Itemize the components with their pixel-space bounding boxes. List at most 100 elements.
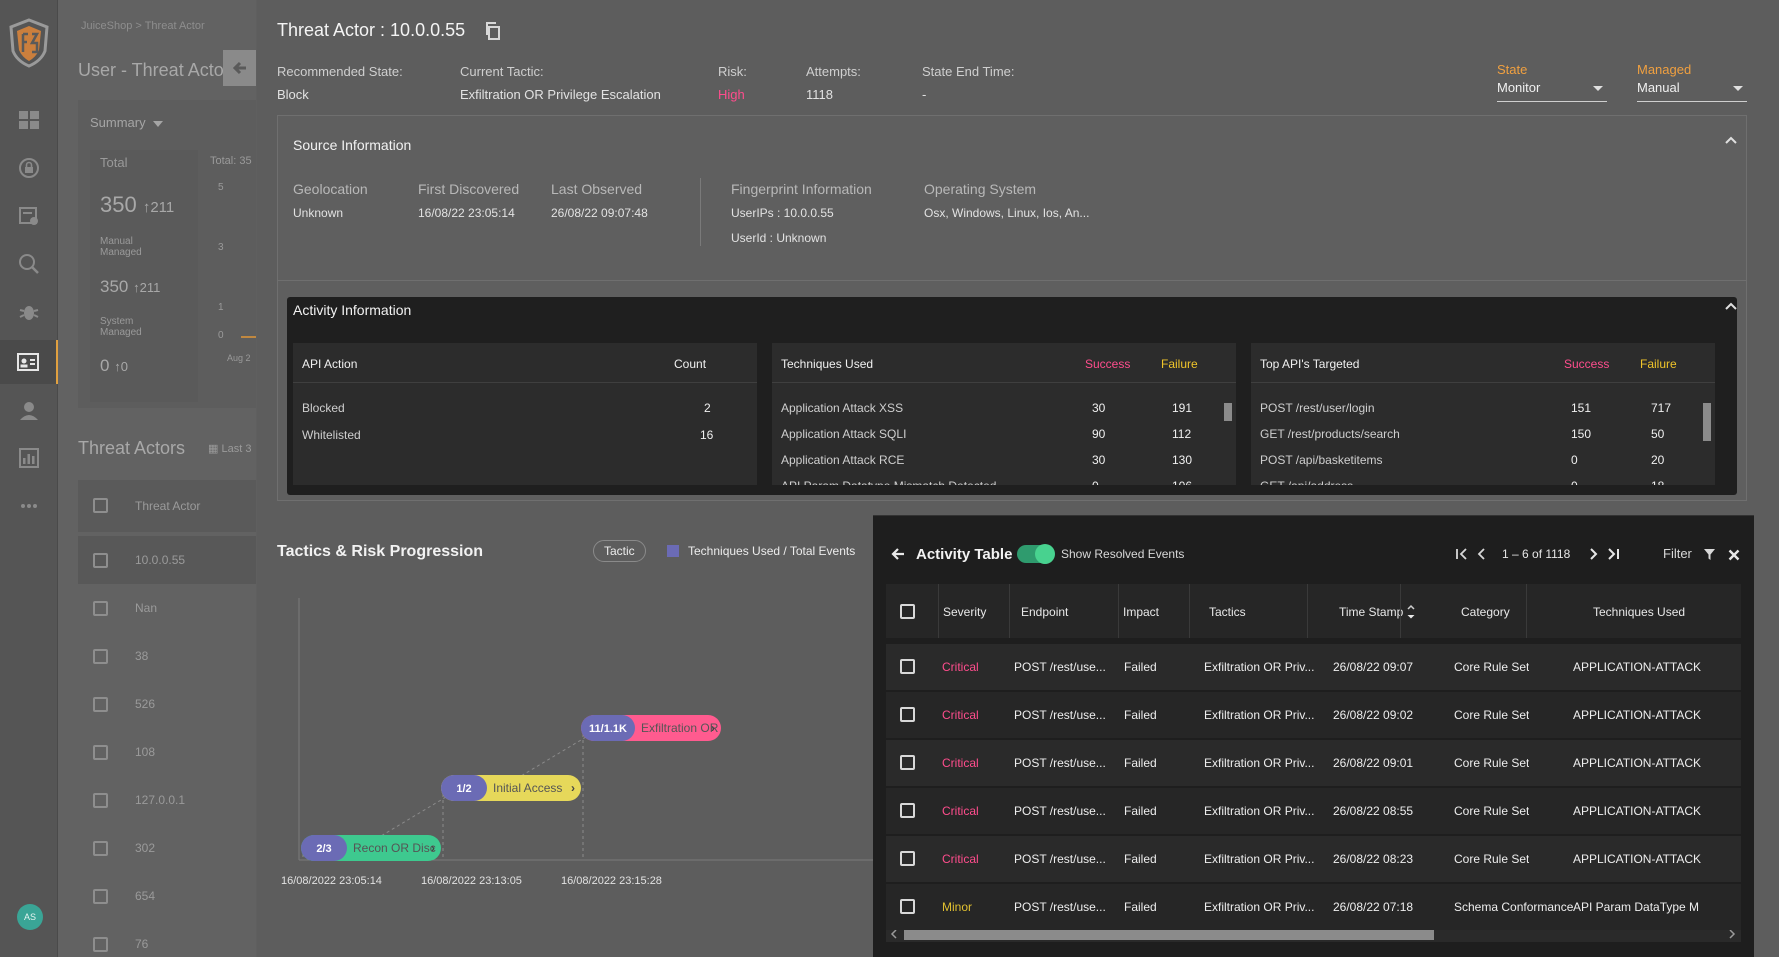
system-managed-value: 0 ↑0 bbox=[100, 356, 128, 376]
back-arrow-icon[interactable] bbox=[890, 547, 906, 561]
row-checkbox[interactable] bbox=[900, 851, 915, 866]
row-checkbox[interactable] bbox=[93, 889, 108, 904]
nav-reports[interactable] bbox=[0, 436, 58, 480]
technique-failure: 112 bbox=[1172, 427, 1192, 441]
threat-actor-name: 526 bbox=[135, 697, 156, 711]
chevron-down-icon bbox=[153, 121, 164, 127]
col-header[interactable]: Category bbox=[1461, 605, 1510, 619]
row-checkbox[interactable] bbox=[900, 659, 915, 674]
collapse-panel-button[interactable] bbox=[223, 50, 256, 86]
filter-button[interactable]: Filter bbox=[1663, 546, 1692, 561]
table-row[interactable]: Critical POST /rest/use... Failed Exfiltrat… bbox=[886, 836, 1741, 882]
col-header[interactable]: Time Stamp bbox=[1339, 605, 1404, 619]
scroll-left-icon[interactable] bbox=[890, 929, 898, 939]
endpoint-cell: POST /rest/use... bbox=[1014, 708, 1106, 722]
chevron-right-icon[interactable]: › bbox=[711, 721, 715, 735]
breadcrumb[interactable]: JuiceShop > Threat Actor bbox=[81, 20, 205, 32]
show-resolved-toggle[interactable] bbox=[1017, 544, 1055, 564]
list-item[interactable]: 108 bbox=[78, 728, 256, 776]
first-page-icon[interactable] bbox=[1455, 547, 1469, 561]
managed-select[interactable]: Manual bbox=[1637, 80, 1747, 102]
copy-icon[interactable] bbox=[484, 21, 502, 41]
techniques-cell: APPLICATION-ATTACK bbox=[1573, 804, 1702, 818]
next-page-icon[interactable] bbox=[1588, 547, 1600, 561]
techniques-cell: API Param DataType M bbox=[1573, 900, 1700, 914]
list-item[interactable]: 302 bbox=[78, 824, 256, 872]
row-checkbox[interactable] bbox=[93, 841, 108, 856]
column-divider bbox=[1307, 584, 1308, 638]
horizontal-scrollbar[interactable] bbox=[886, 926, 1741, 942]
row-checkbox[interactable] bbox=[93, 937, 108, 952]
table-row[interactable]: Critical POST /rest/use... Failed Exfiltrat… bbox=[886, 692, 1741, 738]
chevron-right-icon[interactable]: › bbox=[571, 781, 575, 795]
state-select[interactable]: Monitor bbox=[1497, 80, 1607, 102]
techniques-cell: APPLICATION-ATTACK bbox=[1573, 708, 1702, 722]
api-success: 151 bbox=[1571, 401, 1592, 415]
sort-icon[interactable] bbox=[1406, 603, 1416, 621]
list-item[interactable]: Nan bbox=[78, 584, 256, 632]
scroll-right-icon[interactable] bbox=[1728, 929, 1736, 939]
col-header[interactable]: Severity bbox=[943, 605, 987, 619]
nav-policies[interactable] bbox=[0, 194, 58, 238]
select-all-checkbox[interactable] bbox=[93, 498, 108, 513]
row-checkbox[interactable] bbox=[900, 707, 915, 722]
timestamp-cell: 26/08/22 09:01 bbox=[1333, 756, 1414, 770]
nav-agents[interactable] bbox=[0, 388, 58, 432]
row-checkbox[interactable] bbox=[93, 793, 108, 808]
techniques-scrollbar[interactable] bbox=[1222, 387, 1234, 485]
close-icon[interactable] bbox=[1728, 549, 1740, 561]
list-item[interactable]: 10.0.0.55 bbox=[78, 536, 256, 584]
horizontal-scroll-thumb[interactable] bbox=[904, 928, 1434, 940]
prev-page-icon[interactable] bbox=[1475, 547, 1487, 561]
failure-col: Failure bbox=[1640, 357, 1677, 371]
list-item[interactable]: 127.0.0.1 bbox=[78, 776, 256, 824]
row-checkbox[interactable] bbox=[900, 803, 915, 818]
filter-icon[interactable] bbox=[1703, 548, 1716, 561]
nav-threat-actors[interactable] bbox=[0, 340, 58, 384]
top-apis-scrollbar[interactable] bbox=[1701, 387, 1713, 485]
manual-managed-value: 350 ↑211 bbox=[100, 277, 160, 297]
row-checkbox[interactable] bbox=[93, 649, 108, 664]
tactics-cell: Exfiltration OR Priv... bbox=[1204, 756, 1315, 770]
nav-more[interactable] bbox=[0, 484, 58, 528]
row-checkbox[interactable] bbox=[93, 553, 108, 568]
list-item[interactable]: 38 bbox=[78, 632, 256, 680]
row-checkbox[interactable] bbox=[93, 745, 108, 760]
summary-dropdown[interactable]: Summary bbox=[90, 115, 164, 130]
list-item[interactable]: 76 bbox=[78, 920, 256, 957]
chevron-up-icon[interactable] bbox=[1724, 135, 1738, 145]
scroll-thumb[interactable] bbox=[1703, 403, 1711, 441]
table-row[interactable]: Minor POST /rest/use... Failed Exfiltration… bbox=[886, 884, 1741, 930]
table-row[interactable]: Critical POST /rest/use... Failed Exfiltrat… bbox=[886, 740, 1741, 786]
chevron-up-icon[interactable] bbox=[1724, 301, 1738, 311]
row-checkbox[interactable] bbox=[93, 601, 108, 616]
nav-security[interactable] bbox=[0, 146, 58, 190]
col-header[interactable]: Tactics bbox=[1209, 605, 1246, 619]
chevron-right-icon[interactable]: › bbox=[431, 841, 435, 855]
col-header[interactable]: Impact bbox=[1123, 605, 1160, 619]
nav-discovery[interactable] bbox=[0, 242, 58, 286]
list-item[interactable]: 654 bbox=[78, 872, 256, 920]
table-row[interactable]: Critical POST /rest/use... Failed Exfiltrat… bbox=[886, 788, 1741, 834]
row-checkbox[interactable] bbox=[93, 697, 108, 712]
list-item[interactable]: 526 bbox=[78, 680, 256, 728]
nav-vulnerabilities[interactable] bbox=[0, 290, 58, 334]
timestamp-cell: 26/08/22 09:02 bbox=[1333, 708, 1414, 722]
select-all-checkbox[interactable] bbox=[900, 604, 915, 619]
date-filter[interactable]: ▦ Last 3 bbox=[208, 442, 251, 455]
tactic-button[interactable]: Tactic bbox=[593, 540, 646, 562]
manual-delta: ↑211 bbox=[133, 280, 161, 295]
table-row[interactable]: Critical POST /rest/use... Failed Exfiltrat… bbox=[886, 644, 1741, 690]
col-header[interactable]: Techniques Used bbox=[1593, 605, 1686, 619]
show-resolved-label: Show Resolved Events bbox=[1061, 547, 1185, 561]
source-divider bbox=[700, 178, 701, 246]
scroll-thumb[interactable] bbox=[1224, 403, 1232, 421]
techniques-used-table: Techniques Used Success Failure Applicat… bbox=[772, 343, 1236, 485]
col-header[interactable]: Endpoint bbox=[1021, 605, 1069, 619]
last-page-icon[interactable] bbox=[1606, 547, 1620, 561]
more-dots-icon bbox=[21, 504, 37, 508]
nav-dashboard[interactable] bbox=[0, 98, 58, 142]
row-checkbox[interactable] bbox=[900, 899, 915, 914]
user-avatar[interactable]: AS bbox=[17, 904, 43, 930]
row-checkbox[interactable] bbox=[900, 755, 915, 770]
